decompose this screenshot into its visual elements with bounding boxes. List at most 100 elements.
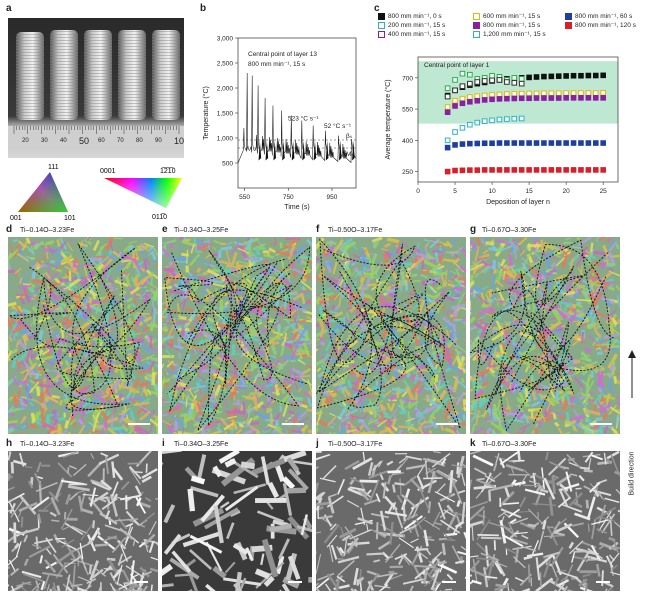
grain-lath [300, 285, 307, 292]
grain-lath [162, 345, 166, 350]
grain-lath [472, 263, 486, 272]
grain-lath [316, 358, 326, 369]
grain-lath [550, 257, 565, 260]
alpha-lath [465, 576, 466, 580]
grain-lath [129, 286, 140, 295]
grain-lath [574, 397, 580, 404]
cycle-fill [282, 140, 285, 161]
grain-lath [21, 422, 25, 430]
grain-lath [178, 237, 184, 241]
grain-lath [23, 368, 31, 382]
data-point [518, 167, 525, 173]
grain-lath [380, 353, 389, 362]
grain-lath [293, 347, 310, 355]
alpha-lath [141, 468, 158, 479]
grain-lath [196, 250, 203, 253]
grain-lath [530, 273, 540, 279]
grain-lath [172, 323, 180, 331]
data-point [452, 167, 458, 174]
grain-lath [484, 416, 491, 421]
grain-lath [289, 367, 292, 379]
grain-lath [389, 402, 396, 412]
grain-lath [531, 250, 544, 262]
grain-lath [45, 370, 60, 372]
y-tick-label: 1,500 [217, 111, 234, 118]
grain-lath [399, 317, 411, 325]
alpha-lath [122, 569, 131, 585]
grain-lath [135, 401, 150, 407]
alpha-lath [34, 472, 43, 487]
grain-lath [470, 280, 475, 292]
grain-lath [241, 273, 245, 289]
grain-lath [294, 318, 299, 332]
data-point [592, 95, 599, 101]
alpha-lath [74, 540, 94, 552]
grain-lath [162, 285, 172, 290]
alpha-lath [505, 548, 508, 556]
grain-lath [516, 399, 523, 404]
grain-lath [453, 339, 458, 348]
alpha-lath [51, 519, 60, 523]
grain-lath [223, 422, 235, 431]
grain-lath [92, 240, 100, 252]
grain-lath [375, 399, 384, 406]
grain-lath [616, 294, 620, 308]
grain-lath [290, 332, 298, 343]
grain-lath [35, 372, 40, 380]
sem-image-h [8, 451, 158, 591]
alpha-lath [405, 455, 423, 461]
alpha-lath [347, 487, 367, 498]
grain-lath [425, 241, 430, 247]
x-tick-label: 10 [488, 188, 496, 195]
grain-lath [596, 369, 601, 376]
alpha-lath [117, 555, 133, 566]
alpha-lath [8, 492, 25, 505]
grain-lath [548, 410, 554, 416]
data-point [548, 95, 555, 101]
grain-lath [351, 386, 367, 397]
grain-lath [72, 261, 77, 268]
alpha-lath [352, 457, 373, 471]
grain-lath [416, 358, 423, 366]
grain-lath [403, 380, 412, 391]
legend-marker [473, 30, 480, 38]
prior-beta-boundary [36, 277, 151, 410]
grain-lath [263, 429, 271, 434]
grain-lath [122, 384, 136, 392]
grain-lath [471, 427, 485, 434]
grain-lath [416, 242, 420, 250]
grain-lath [617, 319, 620, 333]
grain-lath [214, 384, 222, 397]
x-tick-label: 750 [283, 194, 294, 201]
alpha-lath [375, 522, 379, 540]
grain-lath [109, 333, 115, 341]
alpha-lath [446, 504, 454, 513]
alpha-lath [145, 463, 148, 473]
panel-k-letter: k [470, 438, 476, 449]
alpha-lath [403, 554, 413, 564]
grain-lath [316, 237, 325, 251]
grain-lath [616, 408, 620, 415]
ruler-label: 80 [136, 138, 143, 144]
grain-lath [367, 368, 372, 374]
grain-lath [81, 288, 87, 295]
grain-lath [378, 357, 391, 367]
alpha-lath [109, 583, 120, 591]
grain-lath [502, 410, 518, 417]
alpha-lath [153, 540, 158, 554]
alpha-lath [523, 555, 533, 561]
data-point [481, 167, 488, 173]
grain-lath [508, 255, 513, 266]
data-point [541, 140, 547, 146]
grain-lath [198, 335, 214, 347]
grain-lath [558, 301, 563, 313]
alpha-lath [557, 496, 571, 508]
alpha-lath [609, 515, 613, 536]
alpha-lath [407, 526, 412, 534]
alpha-lath [90, 479, 109, 488]
grain-lath [257, 377, 268, 381]
y-tick-label: 1,000 [217, 136, 234, 143]
data-point [600, 95, 606, 101]
alpha-lath [111, 481, 119, 497]
grain-lath [398, 365, 405, 372]
